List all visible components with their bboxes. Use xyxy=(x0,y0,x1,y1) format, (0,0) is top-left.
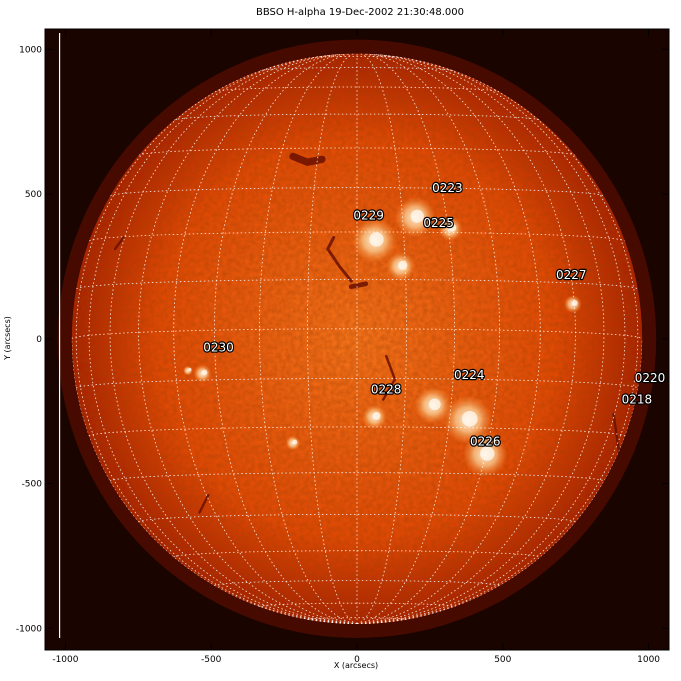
plot-title: BBSO H-alpha 19-Dec-2002 21:30:48.000 xyxy=(256,7,464,18)
active-region-label: 0218 xyxy=(622,393,653,407)
grid-line xyxy=(356,54,626,624)
grid-line xyxy=(75,59,358,624)
active-region-label: 0227 xyxy=(556,268,587,282)
grid-line xyxy=(356,338,643,624)
x-tick-label: 500 xyxy=(494,655,511,665)
axis-ticks: -1000 -500 0 500 1000 1000 500 0 -500 -1000 xyxy=(16,29,669,665)
grid-line xyxy=(173,550,541,558)
filament xyxy=(326,235,353,283)
y-tick-label: -500 xyxy=(22,480,43,490)
active-region-label: 0228 xyxy=(371,382,402,396)
active-region-label: 0225 xyxy=(423,216,454,230)
grid-line xyxy=(88,231,626,242)
heliographic-grid xyxy=(71,53,643,624)
filament xyxy=(198,493,210,514)
plage-core xyxy=(480,446,495,461)
grid-line xyxy=(71,338,358,624)
plage-regions xyxy=(182,196,582,478)
plage-core xyxy=(292,439,298,445)
grid-line xyxy=(356,53,455,624)
plage-core xyxy=(398,260,408,270)
x-axis-label: X (arcsecs) xyxy=(334,661,378,670)
filament xyxy=(348,281,369,290)
active-region-labels: 0223 0229 0225 0227 0230 0224 0228 0220 0218 0226 xyxy=(202,180,666,450)
active-region-label: 0230 xyxy=(203,340,234,354)
filament xyxy=(382,354,397,401)
x-tick-label: -1000 xyxy=(52,655,78,665)
active-region-label: 0229 xyxy=(353,209,384,223)
grid-line xyxy=(173,113,541,121)
grid-line xyxy=(138,147,576,156)
filaments xyxy=(113,152,621,514)
plage-core xyxy=(369,232,384,247)
grid-line xyxy=(213,580,501,586)
grid-line xyxy=(356,53,541,624)
grid-line xyxy=(213,53,358,624)
grid-line xyxy=(109,187,605,197)
filament xyxy=(289,152,326,166)
grid-line xyxy=(356,59,639,624)
x-tick-label: 1000 xyxy=(637,655,660,665)
grid-line xyxy=(356,53,605,624)
plage-core xyxy=(461,410,478,427)
grid-line xyxy=(259,602,455,608)
y-tick-label: -1000 xyxy=(16,624,42,634)
grid-line xyxy=(173,53,358,624)
y-tick-label: 1000 xyxy=(19,45,42,55)
plage-core xyxy=(201,369,208,376)
plage-core xyxy=(410,209,424,223)
grid-line xyxy=(356,622,376,624)
grid-line xyxy=(356,53,576,624)
y-axis-label: Y (arcsecs) xyxy=(3,316,12,361)
plage-core xyxy=(571,300,578,306)
y-tick-label: 0 xyxy=(36,335,42,345)
grid-line xyxy=(75,378,639,389)
active-region-label: 0224 xyxy=(454,368,485,382)
grid-line xyxy=(356,53,407,624)
grid-line xyxy=(259,53,358,624)
grid-line xyxy=(109,53,358,624)
active-region-label: 0220 xyxy=(635,371,666,385)
grid-line xyxy=(138,53,358,624)
filament xyxy=(113,236,125,251)
x-tick-label: 0 xyxy=(354,655,360,665)
grid-line xyxy=(307,53,358,624)
plage-core xyxy=(428,398,441,411)
x-tick-label: -500 xyxy=(201,655,222,665)
plage-patch xyxy=(182,365,193,376)
plage-core xyxy=(448,223,457,232)
active-region-label: 0223 xyxy=(432,181,463,195)
active-region-label: 0226 xyxy=(470,435,501,449)
plage-core xyxy=(372,412,381,420)
grid-line xyxy=(88,54,358,624)
y-tick-label: 500 xyxy=(25,190,42,200)
grid-line xyxy=(356,53,501,624)
plage-core xyxy=(188,368,192,372)
